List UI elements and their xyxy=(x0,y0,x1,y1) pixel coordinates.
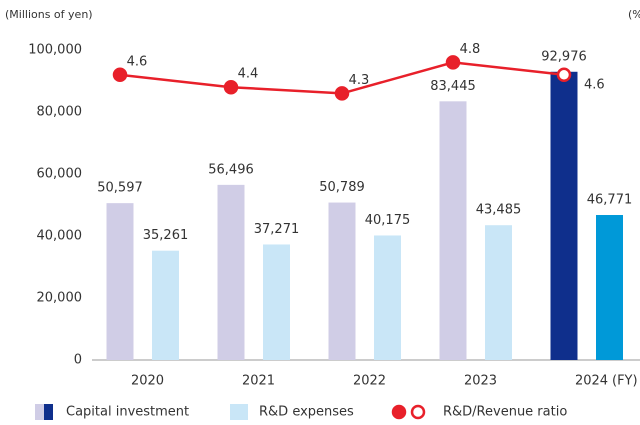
bar xyxy=(439,101,467,361)
ratio-marker xyxy=(223,79,239,95)
y-tick-label: 80,000 xyxy=(37,105,83,120)
bar xyxy=(263,244,290,360)
x-tick-label: 2020 xyxy=(131,374,164,389)
bar xyxy=(485,225,512,360)
bar-value-label: 40,175 xyxy=(365,213,411,228)
ratio-marker xyxy=(556,67,572,83)
bar xyxy=(328,202,356,360)
y-axis-label: (Millions of yen) xyxy=(5,8,93,21)
legend-swatch xyxy=(44,404,53,420)
y-tick-label: 0 xyxy=(74,353,82,368)
bar-value-label: 35,261 xyxy=(143,228,189,243)
y-tick-label: 40,000 xyxy=(37,229,83,244)
legend-swatch xyxy=(230,404,248,420)
bar xyxy=(550,71,578,360)
x-tick-label: 2023 xyxy=(464,374,497,389)
legend-label: Capital investment xyxy=(66,405,189,420)
y-tick-label: 60,000 xyxy=(37,167,83,182)
bar xyxy=(217,184,245,360)
ratio-marker xyxy=(112,67,128,83)
bar xyxy=(152,250,179,360)
x-axis-label: (FY) xyxy=(612,374,638,389)
y2-axis-label: (% xyxy=(628,8,640,21)
bar-value-label: 43,485 xyxy=(476,203,522,218)
legend-label: R&D expenses xyxy=(259,405,354,420)
ratio-label: 4.6 xyxy=(127,54,148,69)
bar xyxy=(374,235,401,360)
bar-value-label: 92,976 xyxy=(541,49,587,64)
bar xyxy=(106,203,134,360)
bar-value-label: 46,771 xyxy=(587,193,633,208)
ratio-label: 4.6 xyxy=(584,77,605,92)
y-tick-label: 20,000 xyxy=(37,291,83,306)
bar-value-label: 50,789 xyxy=(319,180,365,195)
legend-swatch xyxy=(35,404,44,420)
ratio-label: 4.4 xyxy=(238,67,259,82)
x-tick-label: 2021 xyxy=(242,374,275,389)
legend-label: R&D/Revenue ratio xyxy=(443,405,567,420)
bar-value-label: 83,445 xyxy=(430,79,476,94)
ratio-marker xyxy=(445,55,461,70)
ratio-label: 4.8 xyxy=(460,42,481,57)
bar xyxy=(596,215,623,360)
ratio-label: 4.3 xyxy=(349,73,370,88)
x-tick-label: 2024 xyxy=(575,374,608,389)
bar-value-label: 37,271 xyxy=(254,222,300,237)
x-tick-label: 2022 xyxy=(353,374,386,389)
legend-marker xyxy=(391,404,407,420)
y-tick-label: 100,000 xyxy=(28,43,82,58)
bar-value-label: 56,496 xyxy=(208,162,254,177)
ratio-marker xyxy=(334,86,350,101)
legend-marker xyxy=(410,404,426,420)
bar-value-label: 50,597 xyxy=(97,181,143,196)
